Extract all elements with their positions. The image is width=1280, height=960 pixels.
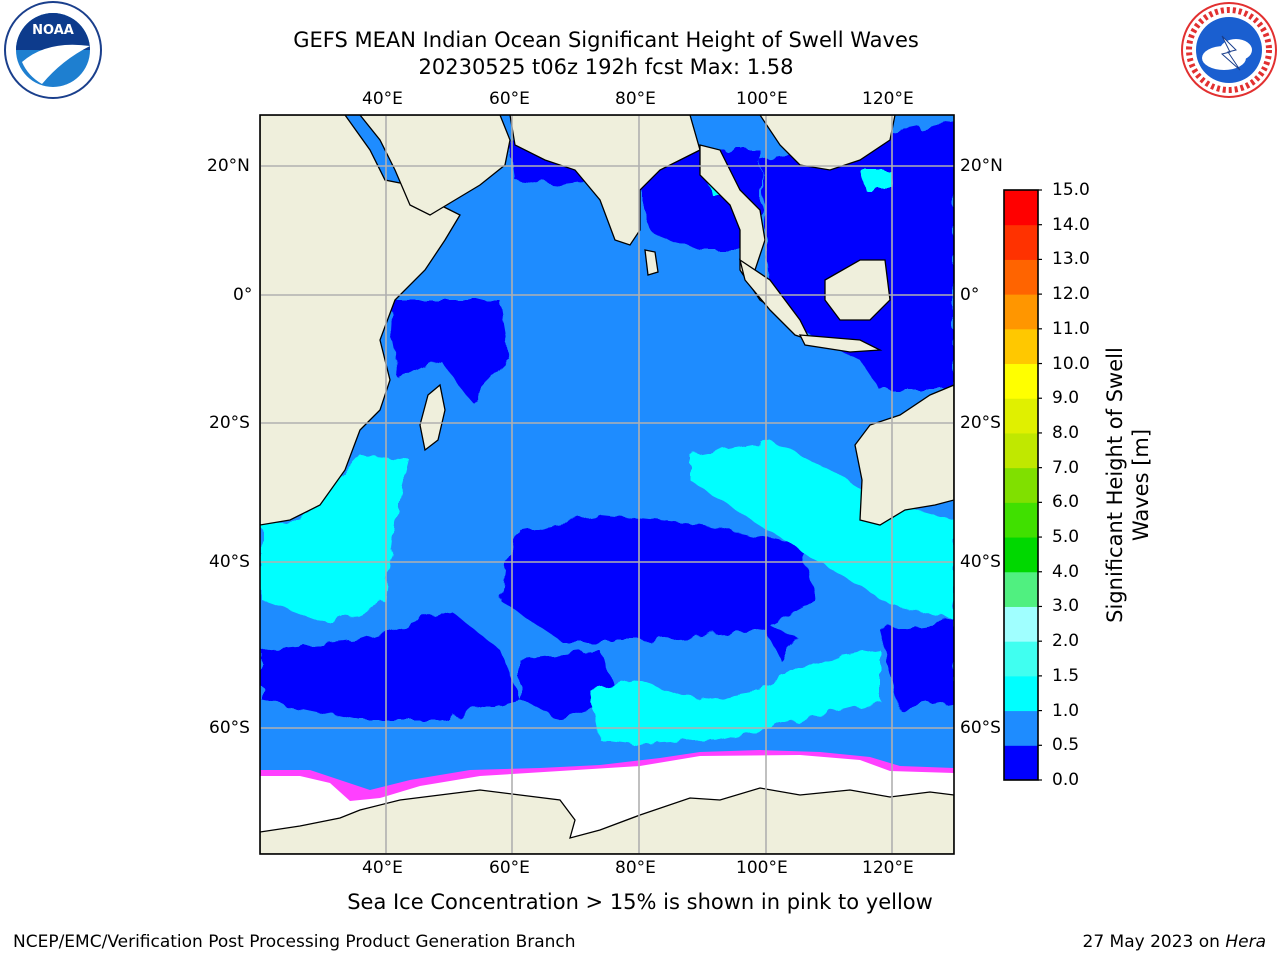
lon-tick-top: 80°E [615,89,656,109]
land-australia [854,384,954,526]
footer-date-text: 27 May 2023 on [1082,932,1226,952]
lon-tick-bottom: 80°E [615,858,656,878]
colorbar-segment [1004,398,1038,434]
colorbar [1003,189,1042,781]
colorbar-segment [1004,432,1038,469]
colorbar-tick-label: 1.5 [1052,665,1080,686]
colorbar-tick-label: 2.0 [1052,631,1080,652]
national-weather-service-logo [1181,2,1277,98]
lat-tick-right: 20°S [960,413,1001,433]
land-madagascar [419,383,446,452]
colorbar-tick-label: 15.0 [1052,180,1090,200]
colorbar-frame [1003,189,1039,781]
land-arabia [359,115,511,216]
colorbar-segment [1004,363,1038,399]
map-gridlines [260,115,954,854]
colorbar-tick-label: 6.0 [1052,492,1080,513]
colorbar-segment [1004,606,1038,642]
lon-tick-top: 120°E [862,89,914,109]
land-antarctica [260,787,954,854]
colorbar-segment [1004,190,1038,226]
colorbar-tick-label: 0.5 [1052,735,1080,756]
land-java [798,334,883,353]
footer-machine: Hera [1225,932,1266,952]
colorbar-segment [1004,328,1038,365]
land-sri-lanka [644,249,659,276]
colorbar-segment [1004,224,1038,260]
colorbar-tick-label: 7.0 [1052,457,1080,478]
colorbar-segment [1004,745,1038,781]
map-title-line-2: 20230525 t06z 192h fcst Max: 1.58 [418,55,794,79]
colorbar-segment [1004,641,1038,677]
colorbar-segment [1004,675,1038,712]
svg-text:NOAA: NOAA [32,23,74,38]
colorbar-tick-label: 9.0 [1052,388,1080,409]
colorbar-label: Significant Height of Swell Waves [m] [1103,347,1153,623]
colorbar-segment [1004,710,1038,746]
lat-tick-right: 60°S [960,718,1001,738]
footer-credit: NCEP/EMC/Verification Post Processing Pr… [13,932,576,952]
land-china [759,115,896,171]
colorbar-tick-label: 3.0 [1052,596,1080,617]
lon-tick-bottom: 120°E [862,858,914,878]
colorbar-tick-label: 5.0 [1052,527,1080,548]
map-title-line-1: GEFS MEAN Indian Ocean Significant Heigh… [293,28,919,52]
land-borneo [824,259,891,321]
colorbar-segment [1004,537,1038,573]
lat-tick-left: 60°S [209,718,250,738]
footer-date: 27 May 2023 on Hera [1083,932,1267,952]
lat-tick-right: 0° [960,285,980,305]
lat-tick-right: 40°S [960,552,1001,572]
lon-tick-top: 100°E [736,89,788,109]
colorbar-tick-label: 13.0 [1052,249,1090,270]
lon-tick-top: 60°E [489,89,530,109]
lat-tick-left: 20°S [209,413,250,433]
colorbar-segment [1004,502,1038,538]
lon-tick-bottom: 60°E [489,858,530,878]
colorbar-tick-label: 8.0 [1052,422,1080,443]
lon-tick-bottom: 40°E [362,858,403,878]
colorbar-segment [1004,259,1038,295]
map-frame [259,114,955,855]
colorbar-segment [1004,467,1038,503]
colorbar-tick-label: 14.0 [1052,214,1090,235]
lon-tick-bottom: 100°E [736,858,788,878]
sea-ice-note: Sea Ice Concentration > 15% is shown in … [347,890,933,914]
colorbar-tick-label: 4.0 [1052,561,1080,582]
lon-tick-top: 40°E [362,89,403,109]
colorbar-tick-label: 1.0 [1052,700,1080,721]
lat-tick-left: 40°S [209,552,250,572]
colorbar-segment [1004,571,1038,607]
lat-tick-left: 20°N [207,156,250,176]
lat-tick-right: 20°N [960,156,1003,176]
colorbar-tick-label: 12.0 [1052,284,1090,305]
colorbar-tick-label: 10.0 [1052,353,1090,374]
colorbar-tick-label: 11.0 [1052,318,1090,339]
colorbar-segment [1004,294,1038,330]
high-swell-regions [262,165,954,745]
lat-tick-left: 0° [233,285,253,305]
colorbar-tick-label: 0.0 [1052,770,1080,790]
noaa-logo: NOAA [4,1,102,99]
